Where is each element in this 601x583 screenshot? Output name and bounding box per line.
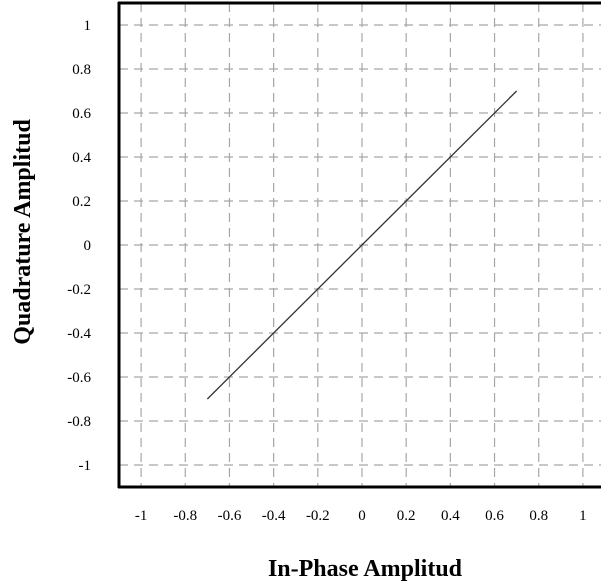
y-tick-label: 1 — [84, 18, 92, 34]
y-tick-label: -1 — [79, 458, 92, 474]
y-tick-label: -0.4 — [67, 326, 91, 342]
x-tick-label: 0 — [358, 508, 366, 524]
x-tick-label: 0.6 — [485, 508, 504, 524]
y-tick-label: 0.8 — [72, 62, 91, 78]
series-layer — [206, 90, 518, 400]
y-tick-label: 0 — [84, 238, 92, 254]
axes — [117, 1, 601, 489]
y-tick-label: -0.6 — [67, 370, 91, 386]
x-tick-label: 1 — [579, 508, 587, 524]
x-tick-label: -0.4 — [262, 508, 286, 524]
y-tick-label: 0.6 — [72, 106, 91, 122]
x-tick-label: -0.2 — [306, 508, 330, 524]
x-tick-label: 0.2 — [397, 508, 416, 524]
y-tick-label: -0.2 — [67, 282, 91, 298]
y-axis-title: Quadrature Amplitud — [10, 119, 36, 345]
x-tick-label: -0.8 — [173, 508, 197, 524]
x-tick-label: -1 — [135, 508, 148, 524]
x-tick-label: 0.4 — [441, 508, 460, 524]
x-tick-label: 0.8 — [529, 508, 548, 524]
y-tick-label: 0.4 — [72, 150, 91, 166]
series-line — [206, 90, 518, 400]
grid — [119, 3, 601, 487]
x-axis-title: In-Phase Amplitud — [268, 556, 463, 582]
x-tick-label: -0.6 — [218, 508, 242, 524]
y-tick-label: 0.2 — [72, 194, 91, 210]
y-tick-label: -0.8 — [67, 414, 91, 430]
tick-labels: -1 -0.8 -0.6 -0.4 -0.2 0 0.2 0.4 0.6 0.8 1 1 0.8 0.6 0… — [67, 18, 586, 524]
